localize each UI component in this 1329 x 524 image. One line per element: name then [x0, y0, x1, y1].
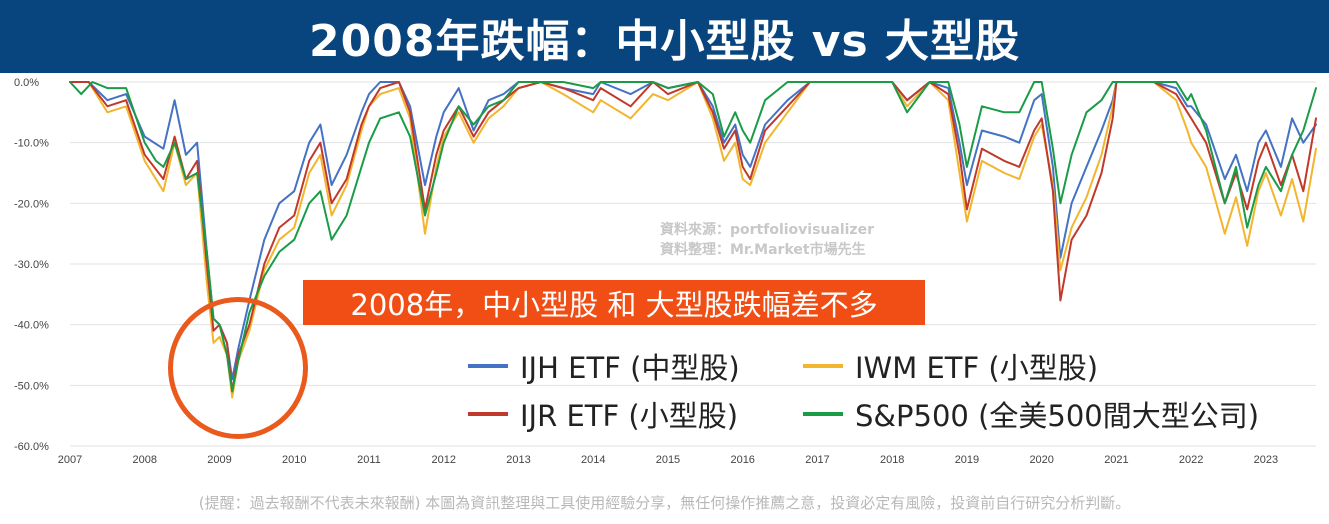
- x-tick-label: 2023: [1254, 454, 1278, 466]
- source-note: 資料來源：portfoliovisualizer 資料整理：Mr.Market市…: [660, 220, 930, 260]
- x-tick-label: 2010: [282, 454, 306, 466]
- y-tick-label: -20.0%: [14, 198, 49, 210]
- legend-item-sp500: S&P500 (全美500間大型公司): [803, 393, 1259, 435]
- legend-swatch-iwm: [803, 364, 843, 368]
- callout-banner: 2008年，中小型股 和 大型股跌幅差不多: [303, 280, 925, 325]
- legend-label-iwm: IWM ETF (小型股): [855, 351, 1099, 385]
- highlight-circle: [168, 297, 308, 439]
- source-line-1: 資料來源：portfoliovisualizer: [660, 222, 874, 238]
- x-tick-label: 2018: [880, 454, 904, 466]
- x-tick-label: 2016: [730, 454, 754, 466]
- y-tick-label: 0.0%: [14, 77, 39, 89]
- y-tick-label: -10.0%: [14, 138, 49, 150]
- legend-item-ijh: IJH ETF (中型股): [468, 345, 740, 387]
- page-title: 2008年跌幅：中小型股 vs 大型股: [309, 15, 1020, 67]
- legend-item-iwm: IWM ETF (小型股): [803, 345, 1098, 387]
- y-axis-ticks: 0.0% -10.0% -20.0% -30.0% -40.0% -50.0% -60.0%: [14, 77, 49, 453]
- x-tick-label: 2020: [1029, 454, 1053, 466]
- x-tick-label: 2013: [506, 454, 530, 466]
- legend-item-ijr: IJR ETF (小型股): [468, 393, 738, 435]
- legend-swatch-sp500: [803, 412, 843, 416]
- x-tick-label: 2011: [357, 454, 381, 466]
- x-tick-label: 2022: [1179, 454, 1203, 466]
- x-tick-label: 2017: [805, 454, 829, 466]
- x-tick-label: 2014: [581, 454, 605, 466]
- y-tick-label: -30.0%: [14, 259, 49, 271]
- x-tick-label: 2021: [1104, 454, 1128, 466]
- y-tick-label: -50.0%: [14, 380, 49, 392]
- x-tick-label: 2009: [207, 454, 231, 466]
- legend: IJH ETF (中型股) IWM ETF (小型股) IJR ETF (小型股…: [468, 345, 1328, 435]
- x-axis-ticks: 2007 2008 2009 2010 2011 2012 2013 2014 2015 2016…: [58, 454, 1278, 466]
- legend-swatch-ijr: [468, 412, 508, 416]
- title-bar: 2008年跌幅：中小型股 vs 大型股: [0, 0, 1329, 73]
- x-tick-label: 2015: [656, 454, 680, 466]
- x-tick-label: 2019: [955, 454, 979, 466]
- legend-label-ijr: IJR ETF (小型股): [520, 399, 739, 433]
- disclaimer: (提醒：過去報酬不代表未來報酬) 本圖為資訊整理與工具使用經驗分享，無任何操作推…: [198, 494, 1131, 512]
- source-line-2: 資料整理：Mr.Market市場先生: [660, 242, 866, 258]
- y-tick-label: -40.0%: [14, 320, 49, 332]
- legend-swatch-ijh: [468, 364, 508, 368]
- x-tick-label: 2007: [58, 454, 82, 466]
- x-tick-label: 2012: [431, 454, 455, 466]
- y-tick-label: -60.0%: [14, 441, 49, 453]
- legend-label-ijh: IJH ETF (中型股): [520, 351, 740, 385]
- legend-label-sp500: S&P500 (全美500間大型公司): [855, 399, 1260, 433]
- x-tick-label: 2008: [133, 454, 157, 466]
